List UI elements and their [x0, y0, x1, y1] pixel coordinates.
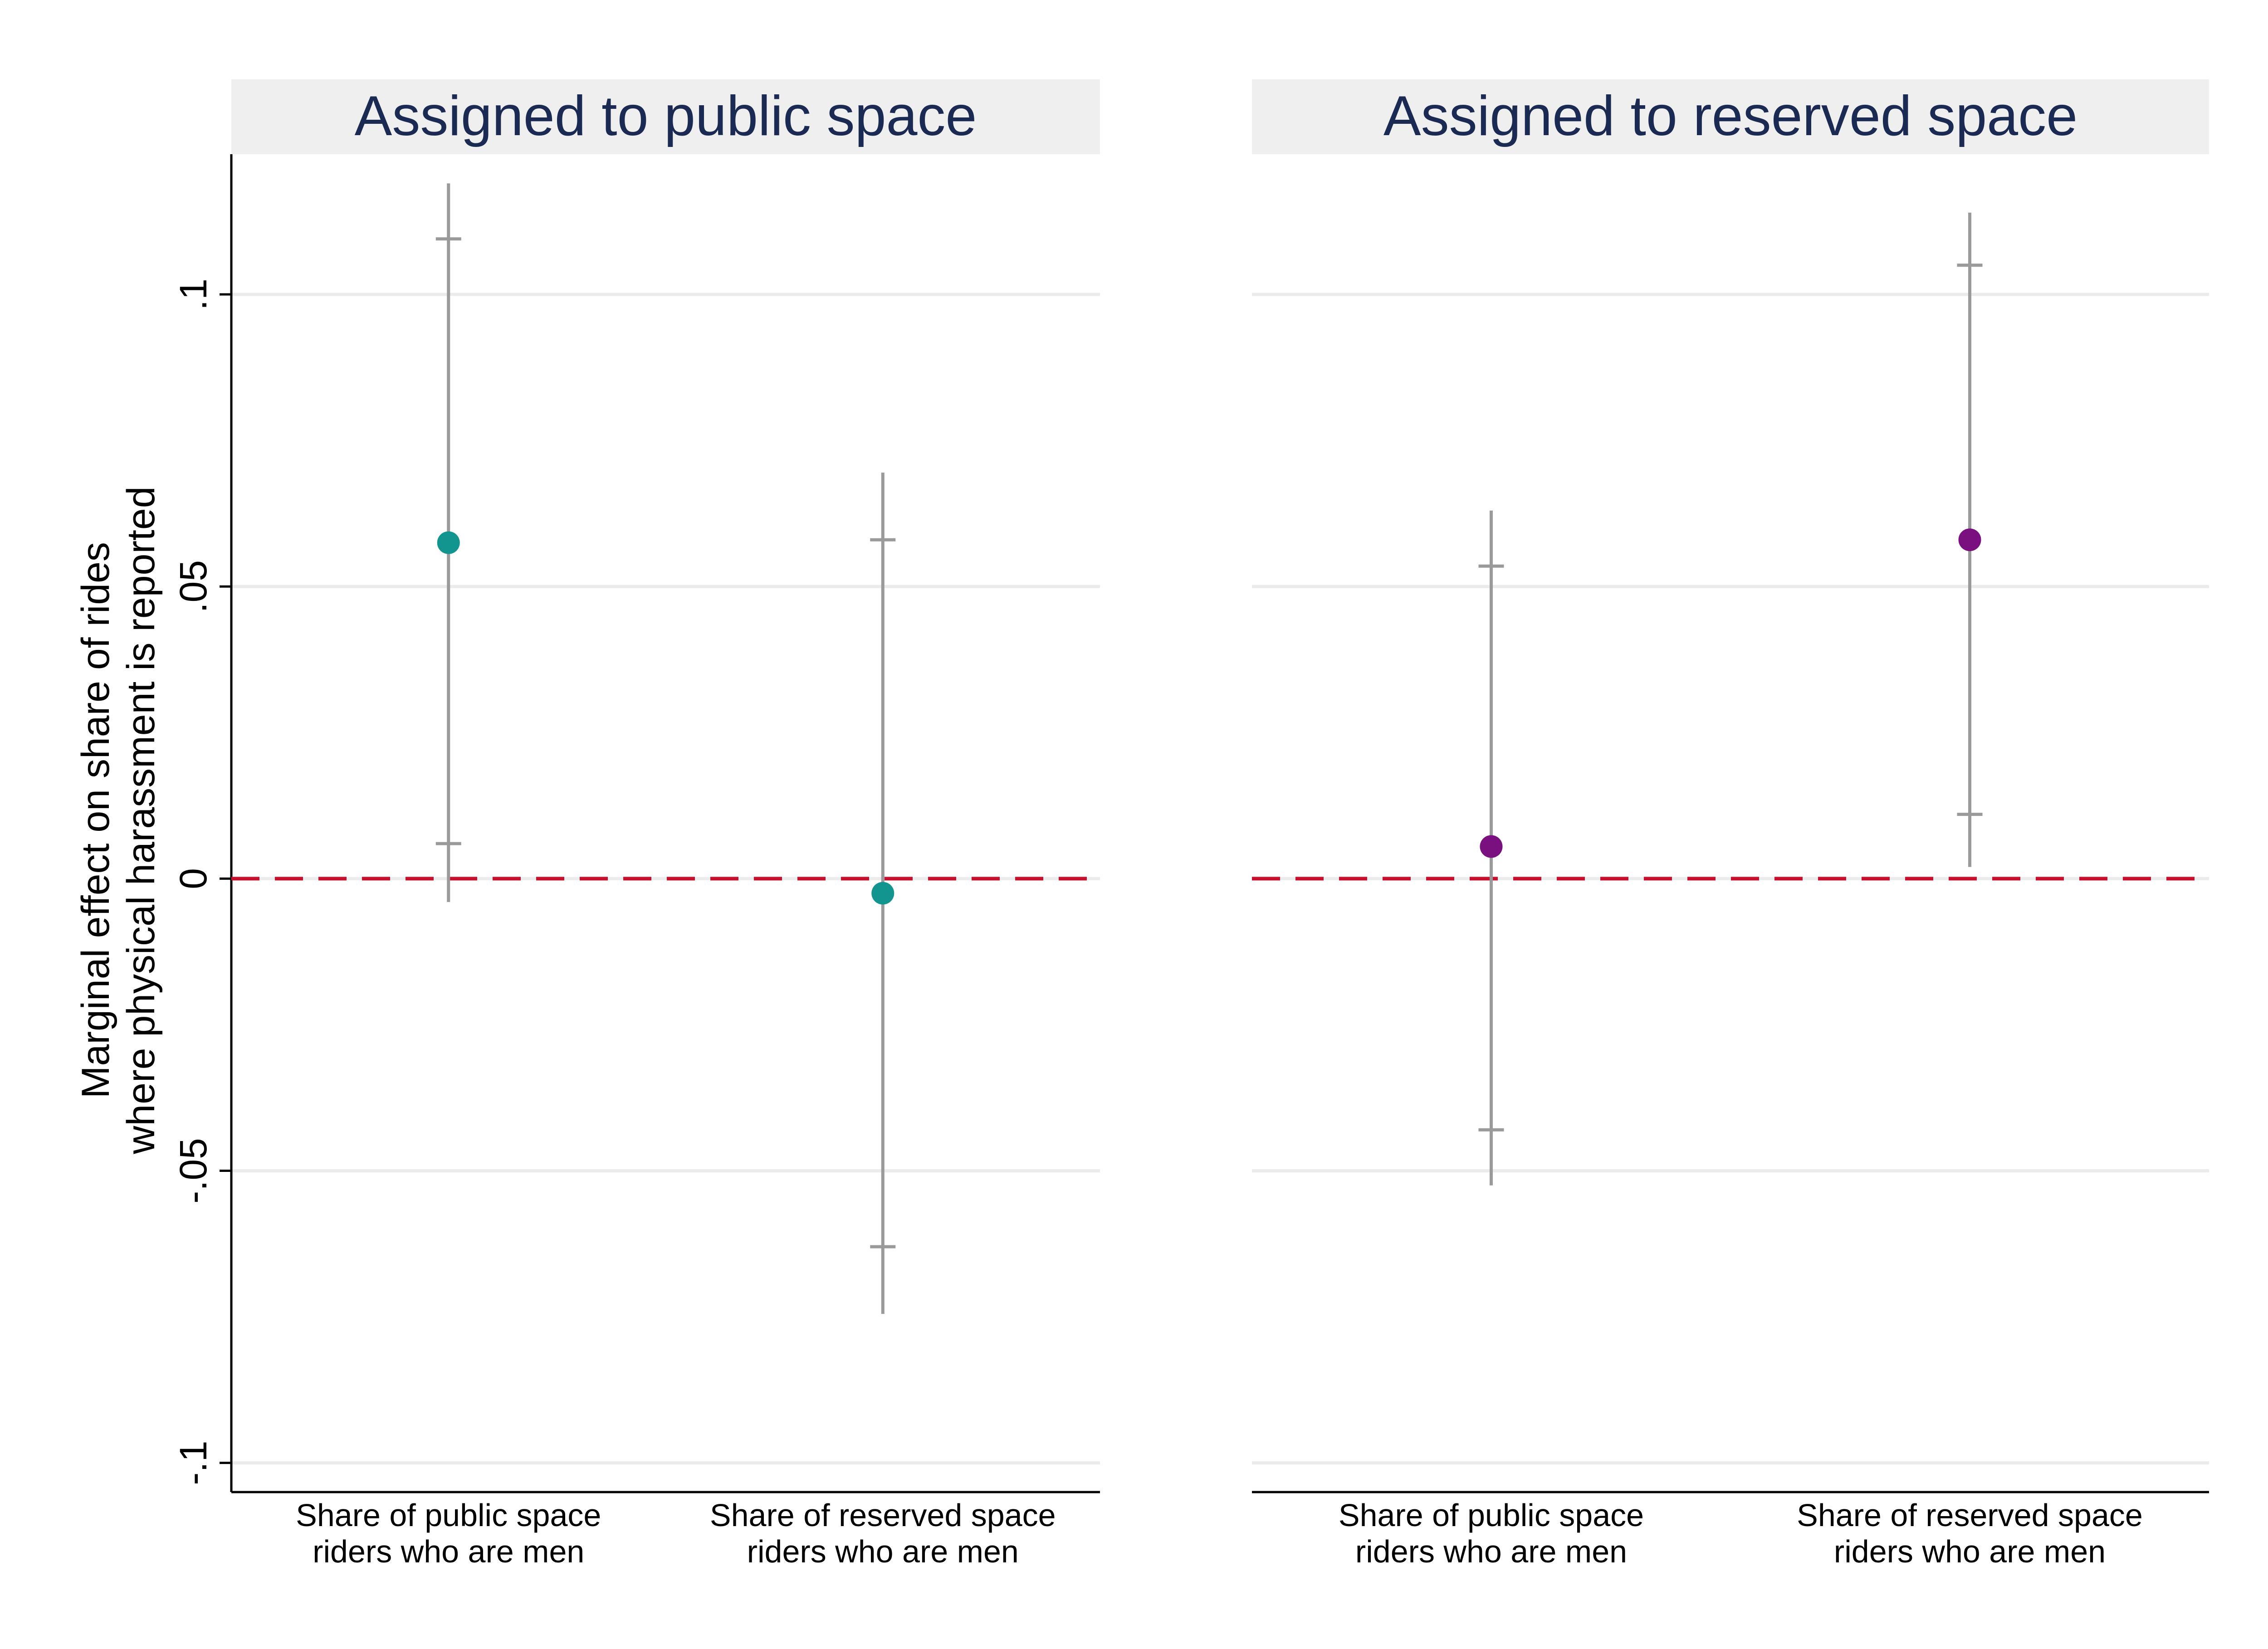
y-axis-title-line: Marginal effect on share of rides	[74, 542, 117, 1098]
x-category-label-line: Share of public space	[296, 1498, 601, 1533]
point-estimate	[1480, 835, 1503, 858]
x-category-label-line: Share of public space	[1339, 1498, 1644, 1533]
y-tick-label: -.05	[172, 1138, 215, 1204]
panel-title-strip	[231, 79, 1100, 154]
point-estimate	[437, 531, 460, 554]
y-tick-label: -.1	[172, 1441, 215, 1485]
point-estimate	[1958, 528, 1981, 551]
y-axis-title-line: where physical harassment is reported	[119, 486, 163, 1154]
x-category-label-line: riders who are men	[1834, 1534, 2106, 1569]
y-tick-label: 0	[172, 868, 215, 889]
x-category-label: Share of reserved space riders who are me…	[1797, 1498, 2143, 1569]
panel-title: Assigned to public space	[355, 85, 977, 147]
y-axis-title: Marginal effect on share of rides where p…	[74, 486, 163, 1154]
x-category-label-line: riders who are men	[313, 1534, 584, 1569]
panel-public-space: Assigned to public space .1 .05 0 -.05 -.1 Sha…	[172, 79, 1100, 1569]
y-tick-label: .1	[172, 278, 215, 310]
x-category-label: Share of reserved space riders who are me…	[710, 1498, 1056, 1569]
y-tick-label: .05	[172, 560, 215, 613]
panel-reserved-space: Assigned to reserved space Share of publi…	[1252, 79, 2209, 1569]
point-estimate	[871, 882, 894, 905]
panel-title: Assigned to reserved space	[1383, 85, 2077, 147]
panel-title-strip	[1252, 79, 2209, 154]
x-category-label-line: riders who are men	[747, 1534, 1019, 1569]
x-category-label-line: Share of reserved space	[1797, 1498, 2143, 1533]
x-category-label: Share of public space riders who are men	[1339, 1498, 1644, 1569]
x-category-label: Share of public space riders who are men	[296, 1498, 601, 1569]
x-category-label-line: riders who are men	[1355, 1534, 1627, 1569]
x-category-label-line: Share of reserved space	[710, 1498, 1056, 1533]
